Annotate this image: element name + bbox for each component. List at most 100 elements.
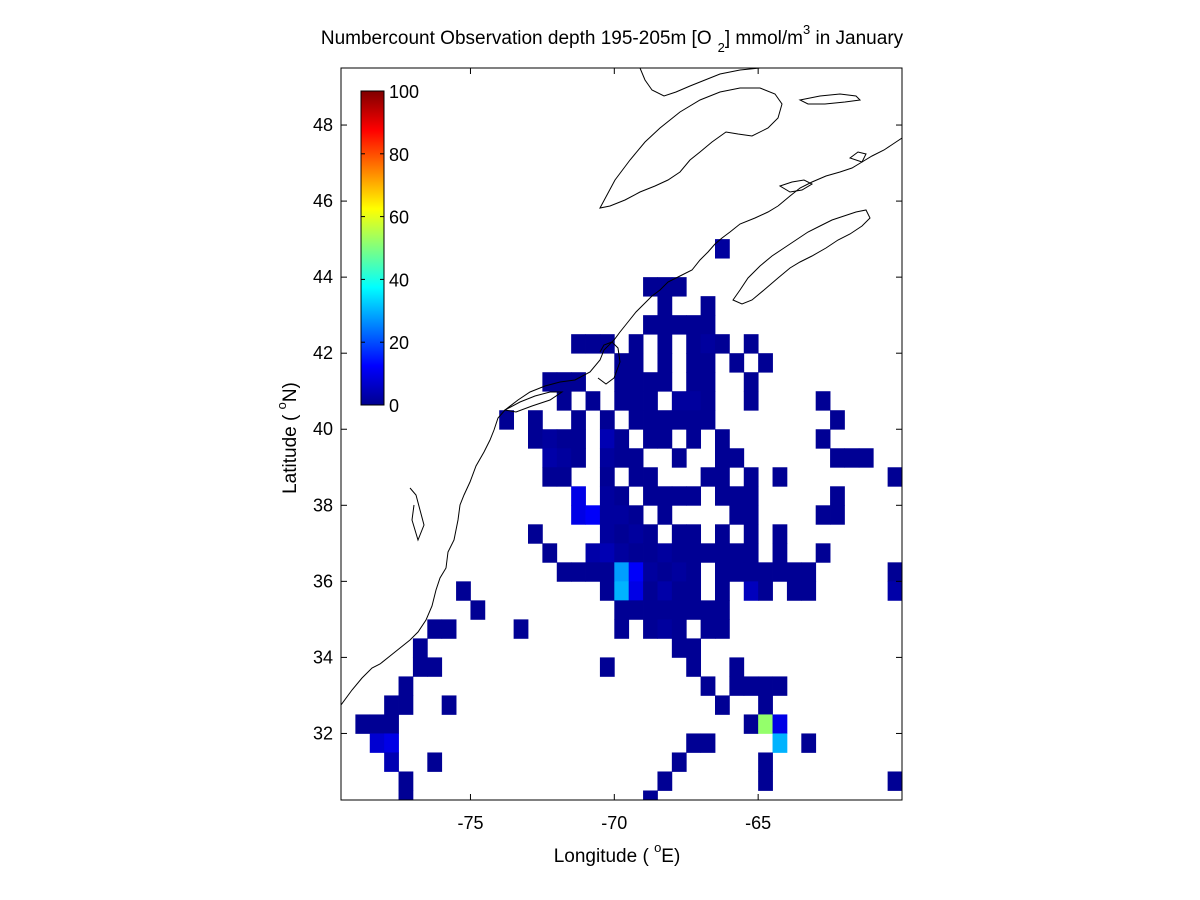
heatmap-cell bbox=[729, 543, 745, 563]
heatmap-cell bbox=[571, 448, 586, 468]
heatmap-cell bbox=[671, 752, 687, 772]
heatmap-cell bbox=[398, 676, 414, 696]
heatmap-cell bbox=[657, 353, 673, 373]
heatmap-cell bbox=[671, 524, 687, 544]
heatmap-cell bbox=[628, 467, 644, 487]
heatmap-cell bbox=[528, 410, 543, 430]
heatmap-cell bbox=[628, 600, 644, 620]
y-axis-label: Latitude ( oN) bbox=[274, 382, 301, 494]
coastline-long-island bbox=[503, 391, 564, 413]
axes-frame bbox=[340, 67, 903, 801]
heatmap-cell bbox=[571, 334, 586, 354]
y-tick-label: 38 bbox=[313, 495, 333, 515]
heatmap-cell bbox=[571, 505, 586, 525]
heatmap-cell bbox=[772, 562, 788, 582]
heatmap-cell bbox=[556, 429, 572, 449]
colorbar-tick-label: 20 bbox=[389, 333, 409, 353]
heatmap-cell bbox=[614, 505, 630, 525]
heatmap-cell bbox=[628, 543, 644, 563]
heatmap-cell bbox=[369, 714, 385, 734]
heatmap-cell bbox=[815, 429, 831, 449]
heatmap-cell bbox=[758, 752, 773, 772]
heatmap-cell bbox=[628, 524, 644, 544]
coastline-anticosti bbox=[798, 93, 862, 105]
y-tick-label: 40 bbox=[313, 419, 333, 439]
x-axis-label: Longitude ( oE) bbox=[554, 840, 681, 867]
heatmap-cell bbox=[657, 543, 673, 563]
heatmap-cell bbox=[772, 524, 788, 544]
heatmap-cell bbox=[743, 334, 759, 354]
heatmap-cell bbox=[528, 524, 543, 544]
heatmap-cell bbox=[700, 410, 716, 430]
heatmap-cell bbox=[758, 676, 773, 696]
heatmap-cell bbox=[743, 524, 759, 544]
heatmap-cell bbox=[427, 657, 443, 677]
heatmap-cell bbox=[758, 562, 773, 582]
heatmap-cell bbox=[686, 429, 702, 449]
heatmap-cell bbox=[571, 410, 586, 430]
heatmap-cell bbox=[441, 619, 457, 639]
heatmap-cell bbox=[628, 372, 644, 392]
heatmap-cell bbox=[556, 562, 572, 582]
heatmap-cell bbox=[398, 771, 414, 791]
heatmap-cell bbox=[743, 714, 759, 734]
heatmap-cell bbox=[643, 790, 658, 800]
heatmap-cell bbox=[614, 353, 630, 373]
heatmap-cell bbox=[657, 410, 673, 430]
heatmap-cell bbox=[715, 619, 730, 639]
heatmap-cell bbox=[743, 543, 759, 563]
heatmap-cell bbox=[614, 600, 630, 620]
heatmap-cell bbox=[801, 581, 817, 601]
heatmap-cell bbox=[657, 486, 673, 506]
heatmap-cell bbox=[657, 315, 673, 335]
colorbar-tick-label: 0 bbox=[389, 396, 399, 416]
heatmap-cell bbox=[786, 581, 802, 601]
heatmap-cell bbox=[643, 315, 658, 335]
heatmap-cell bbox=[815, 505, 831, 525]
y-tick-label: 34 bbox=[313, 647, 333, 667]
heatmap-cell bbox=[614, 448, 630, 468]
y-tick-label: 46 bbox=[313, 191, 333, 211]
y-tick-label: 48 bbox=[313, 115, 333, 135]
heatmap-cell bbox=[643, 372, 658, 392]
heatmap-cell bbox=[686, 581, 702, 601]
x-tick-label: -70 bbox=[601, 813, 627, 833]
heatmap-cell bbox=[628, 448, 644, 468]
heatmap-cell bbox=[729, 562, 745, 582]
heatmap-cell bbox=[715, 334, 730, 354]
heatmap-cell bbox=[815, 543, 831, 563]
heatmap-cell bbox=[513, 619, 529, 639]
heatmap-cell bbox=[369, 733, 385, 753]
heatmap-cell bbox=[715, 600, 730, 620]
heatmap-cell bbox=[657, 581, 673, 601]
heatmap-cell bbox=[729, 448, 745, 468]
heatmap-cell bbox=[715, 239, 730, 259]
heatmap-cell bbox=[686, 372, 702, 392]
heatmap-cell bbox=[700, 733, 716, 753]
heatmap-cell bbox=[614, 524, 630, 544]
heatmap-cell bbox=[686, 353, 702, 373]
heatmap-cell bbox=[700, 600, 716, 620]
heatmap-cell bbox=[542, 448, 558, 468]
heatmap-cell bbox=[628, 353, 644, 373]
heatmap-cell bbox=[384, 752, 399, 772]
heatmap-cell bbox=[412, 638, 428, 658]
heatmap-cell bbox=[556, 391, 572, 411]
heatmap-cell bbox=[758, 581, 773, 601]
heatmap-cell bbox=[384, 695, 399, 715]
coastline-chesapeake bbox=[409, 487, 425, 542]
heatmap-cell bbox=[671, 619, 687, 639]
heatmap-cell bbox=[628, 391, 644, 411]
heatmap-cell bbox=[700, 543, 716, 563]
heatmap-cell bbox=[887, 581, 902, 601]
colorbar: 0 20 40 60 80 100 bbox=[360, 82, 419, 416]
heatmap-cell bbox=[686, 486, 702, 506]
heatmap-cell bbox=[830, 486, 845, 506]
heatmap-cell bbox=[643, 619, 658, 639]
heatmap-cell bbox=[599, 467, 615, 487]
heatmap-cell bbox=[643, 410, 658, 430]
heatmap-cell bbox=[614, 619, 630, 639]
heatmap-cell bbox=[686, 315, 702, 335]
heatmap-cell bbox=[887, 771, 902, 791]
heatmap-cell bbox=[671, 581, 687, 601]
